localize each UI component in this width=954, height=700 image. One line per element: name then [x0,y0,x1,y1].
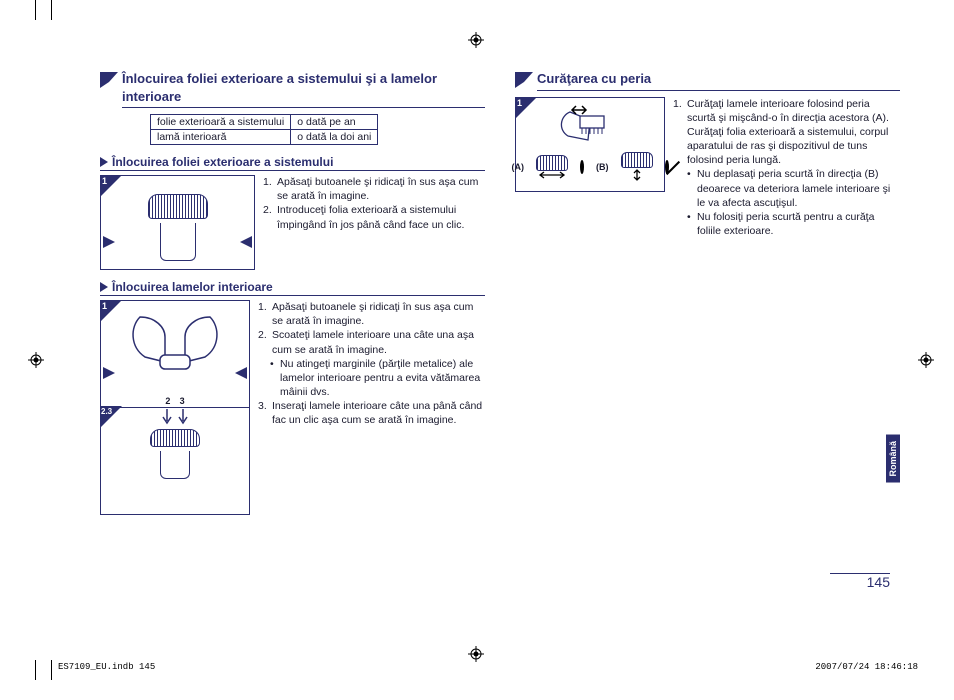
step-row: 1 2.3 2 3 [100,300,485,515]
section-title: Curăţarea cu peria [537,70,900,91]
arrow-down-icon [161,409,173,427]
registration-mark-icon [468,32,484,48]
figure-box: 1 2.3 2 3 [100,300,250,515]
page-number: 145 [867,574,890,590]
foil-icon [536,155,568,171]
step-text: 1.Apăsaţi butoanele şi ridicaţi în sus a… [263,175,485,270]
section-header: Înlocuirea foliei exterioare a sistemulu… [100,70,485,108]
table-cell: folie exterioară a sistemului [151,115,291,130]
not-allowed-icon [665,160,669,174]
table-cell: o dată la doi ani [291,130,378,145]
section-flag-icon [515,72,533,88]
brush-illustration: (A) (B) [516,104,664,197]
right-column: Curăţarea cu peria 1 [515,70,900,630]
section-flag-icon [100,72,118,88]
table-cell: lamă interioară [151,130,291,145]
crop-mark [35,660,36,680]
arrow-icon [240,236,252,248]
brush-hand-icon [540,104,640,148]
footer-timestamp: 2007/07/24 18:46:18 [815,662,918,672]
crop-mark [35,0,36,20]
print-footer: ES7109_EU.indb 145 2007/07/24 18:46:18 [58,662,918,672]
crop-mark [51,660,52,680]
sub-heading: Înlocuirea foliei exterioare a sistemulu… [100,155,485,171]
hands-icon [120,307,230,377]
page-content: Înlocuirea foliei exterioare a sistemulu… [100,70,900,630]
registration-mark-icon [28,352,44,368]
arrow-ud-icon [632,168,642,182]
figure-number-badge: 2.3 [100,406,126,428]
sub-heading-text: Înlocuirea foliei exterioare a sistemulu… [112,155,333,169]
footer-file: ES7109_EU.indb 145 [58,662,155,672]
table-row: folie exterioară a sistemului o dată pe … [151,115,378,130]
section-title: Înlocuirea foliei exterioare a sistemulu… [122,70,485,108]
figure-box: 1 (A) [515,97,665,192]
crop-mark [51,0,52,20]
foil-icon [621,152,653,168]
table-row: lamă interioară o dată la doi ani [151,130,378,145]
step-text: 1.Curăţaţi lamele interioare folosind pe… [673,97,900,239]
language-tab: Română [886,435,900,483]
arrow-lr-icon [536,171,568,179]
step-row: 1 1.Apăsaţi butoanele şi ridicaţi în sus… [100,175,485,270]
section-header: Curăţarea cu peria [515,70,900,91]
replacement-table: folie exterioară a sistemului o dată pe … [150,114,378,145]
left-column: Înlocuirea foliei exterioare a sistemulu… [100,70,485,630]
registration-mark-icon [918,352,934,368]
step-row: 1 (A) [515,97,900,239]
paragraph: Curăţaţi folia exterioară a sistemului, … [673,125,900,168]
figure-box: 1 [100,175,255,270]
step-text: 1.Apăsaţi butoanele şi ridicaţi în sus a… [258,300,485,515]
allowed-icon [580,160,584,174]
arrow-down-icon [177,409,189,427]
arrow-icon [235,367,247,379]
table-cell: o dată pe an [291,115,378,130]
arrow-icon [103,236,115,248]
shaver-illustration: 2.3 2 3 [101,307,249,520]
registration-mark-icon [468,646,484,662]
arrow-icon [103,367,115,379]
triangle-icon [100,157,108,167]
shaver-illustration [101,194,254,287]
